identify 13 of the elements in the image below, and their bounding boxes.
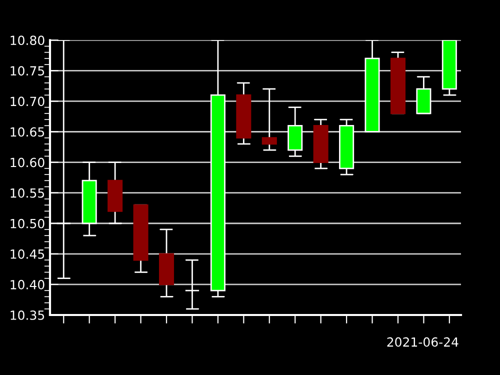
y-tick-label: 10.70 <box>10 96 44 106</box>
y-tick-label: 10.60 <box>10 158 44 168</box>
y-tick-label: 10.65 <box>10 127 44 137</box>
y-tick-label: 10.75 <box>10 66 44 76</box>
text: 2021-06-24 <box>387 337 458 347</box>
y-tick-label: 10.35 <box>10 310 44 320</box>
y-tick-label: 10.45 <box>10 249 44 259</box>
y-tick-label: 10.55 <box>10 188 44 198</box>
candlestick <box>184 259 200 310</box>
y-tick-label: 10.40 <box>10 280 44 290</box>
candlestick <box>262 88 277 151</box>
y-tick-label: 10.80 <box>10 36 44 46</box>
y-tick-label: 10.50 <box>10 218 44 228</box>
